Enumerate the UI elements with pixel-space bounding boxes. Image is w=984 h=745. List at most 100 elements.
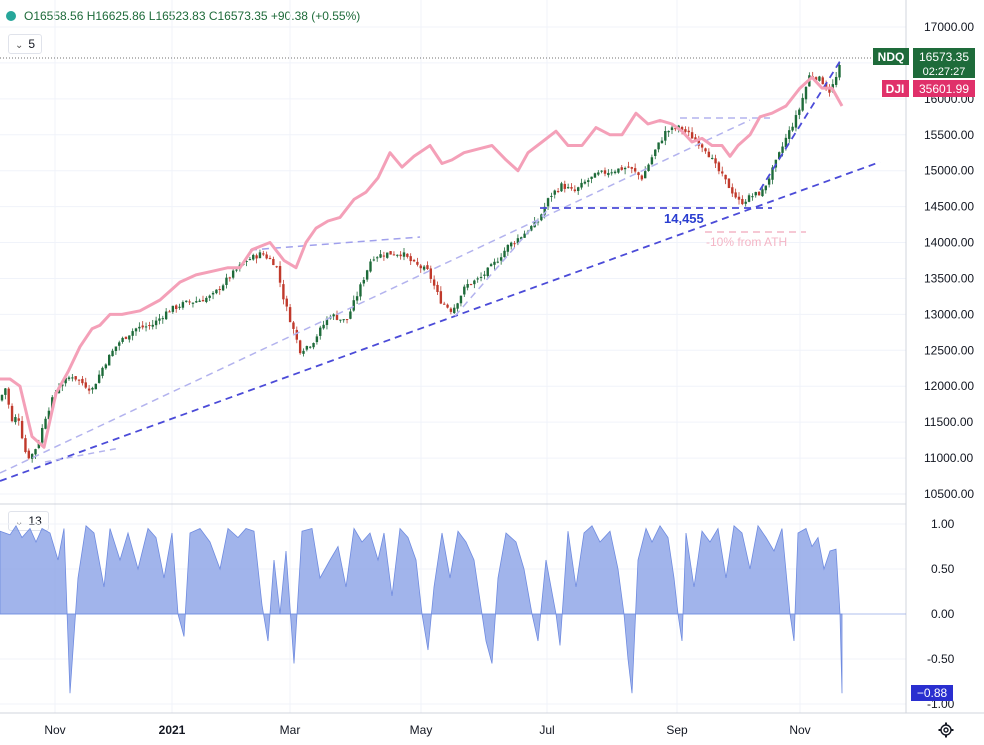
candle-up [560, 183, 563, 192]
candle-up [647, 164, 650, 171]
candle-down [637, 172, 640, 176]
candle-up [597, 172, 600, 175]
candle-up [128, 335, 131, 340]
candle-up [781, 146, 784, 153]
candle-down [255, 255, 258, 259]
candle-up [493, 261, 496, 265]
trendline-may-rise[interactable] [454, 206, 551, 317]
candle-down [77, 379, 81, 381]
candle-down [278, 266, 282, 283]
candle-down [556, 190, 560, 192]
candle-up [456, 303, 459, 309]
candle-up [0, 394, 4, 401]
candle-up [365, 270, 369, 280]
symbol-status-dot-icon [6, 11, 16, 21]
candle-up [744, 201, 747, 204]
ndq-symbol-tag [873, 48, 909, 65]
oscillator-axis[interactable]: 1.000.500.00-0.50-1.00 [927, 517, 955, 711]
candle-down [432, 279, 436, 286]
candle-up [476, 278, 479, 280]
candle-down [724, 174, 727, 180]
candle-down [27, 450, 30, 459]
ohlc-values: O16558.56 H16625.86 L16523.83 C16573.35 … [24, 9, 361, 23]
candle-up [530, 226, 533, 231]
candle-down [814, 77, 818, 81]
gear-icon[interactable] [938, 722, 954, 738]
candle-up [600, 170, 603, 172]
trendline-steep-rally[interactable] [759, 57, 843, 191]
candle-up [778, 152, 781, 160]
candle-up [664, 131, 667, 141]
trendline-light-support[interactable] [0, 119, 751, 474]
candle-up [711, 157, 714, 159]
candle-up [376, 257, 379, 259]
candle-up [312, 342, 315, 348]
candle-up [342, 319, 345, 321]
candle-up [248, 259, 252, 261]
candle-up [67, 377, 71, 380]
time-tick-label: Jul [539, 723, 554, 737]
candle-up [536, 221, 540, 223]
candle-down [399, 254, 402, 257]
oscillator-tick-label: 0.50 [931, 562, 955, 576]
price-tick-label: 11000.00 [924, 451, 973, 465]
candle-up [784, 137, 788, 148]
oscillator-tick-label: 0.00 [931, 607, 955, 621]
candle-up [623, 167, 627, 170]
dji-overlay-line[interactable] [0, 75, 844, 449]
candle-down [295, 329, 298, 340]
candle-up [523, 233, 526, 238]
candle-up [158, 318, 161, 321]
candle-down [640, 175, 644, 180]
candle-up [486, 267, 489, 276]
candle-up [47, 410, 51, 420]
trendline-long-support[interactable] [0, 161, 881, 482]
trendline-resistance-early[interactable] [249, 236, 421, 251]
candle-up [37, 442, 41, 448]
candle-down [731, 187, 734, 194]
candle-up [550, 195, 553, 197]
time-tick-label: Mar [280, 723, 301, 737]
candle-up [41, 427, 44, 443]
main-panel-collapse-button[interactable]: ⌄ 5 [8, 34, 43, 54]
osc-value-tag [911, 685, 953, 701]
candle-down [620, 167, 623, 170]
candle-down [188, 301, 191, 303]
candle-down [684, 129, 687, 132]
candle-up [499, 257, 503, 261]
candle-up [319, 327, 322, 336]
time-tick-label: Sep [666, 723, 688, 737]
time-axis[interactable]: Nov 2021 Mar May Jul Sep Nov [44, 723, 810, 737]
candle-up [751, 196, 754, 198]
candle-up [516, 238, 520, 244]
candle-up [379, 254, 382, 258]
ndq-countdown-text: 02:27:27 [923, 66, 966, 78]
candle-down [409, 256, 412, 262]
candle-up [191, 302, 195, 304]
candle-down [717, 162, 721, 172]
price-tick-label: 14000.00 [924, 236, 974, 250]
candle-down [345, 319, 349, 321]
main-panel-badge-value: 5 [28, 37, 36, 51]
candle-down [228, 277, 231, 279]
candle-up [644, 171, 647, 179]
candle-up [496, 261, 499, 263]
candle-down [694, 137, 697, 140]
candle-down [288, 307, 292, 323]
candle-up [754, 192, 757, 196]
price-tick-label: 12000.00 [924, 379, 974, 393]
candle-up [195, 301, 198, 303]
candle-down [292, 322, 295, 329]
candle-down [389, 251, 392, 255]
candle-down [17, 418, 20, 421]
candle-up [185, 300, 188, 302]
candle-down [630, 167, 633, 169]
ohlc-legend: O16558.56 H16625.86 L16523.83 C16573.35 … [6, 9, 360, 23]
ath-note-label: -10% from ATH [706, 235, 787, 249]
candle-up [804, 86, 808, 100]
oscillator-panel [0, 524, 906, 694]
candle-down [416, 261, 419, 265]
candle-down [828, 87, 831, 93]
trendline-origin-fan[interactable] [44, 447, 121, 463]
